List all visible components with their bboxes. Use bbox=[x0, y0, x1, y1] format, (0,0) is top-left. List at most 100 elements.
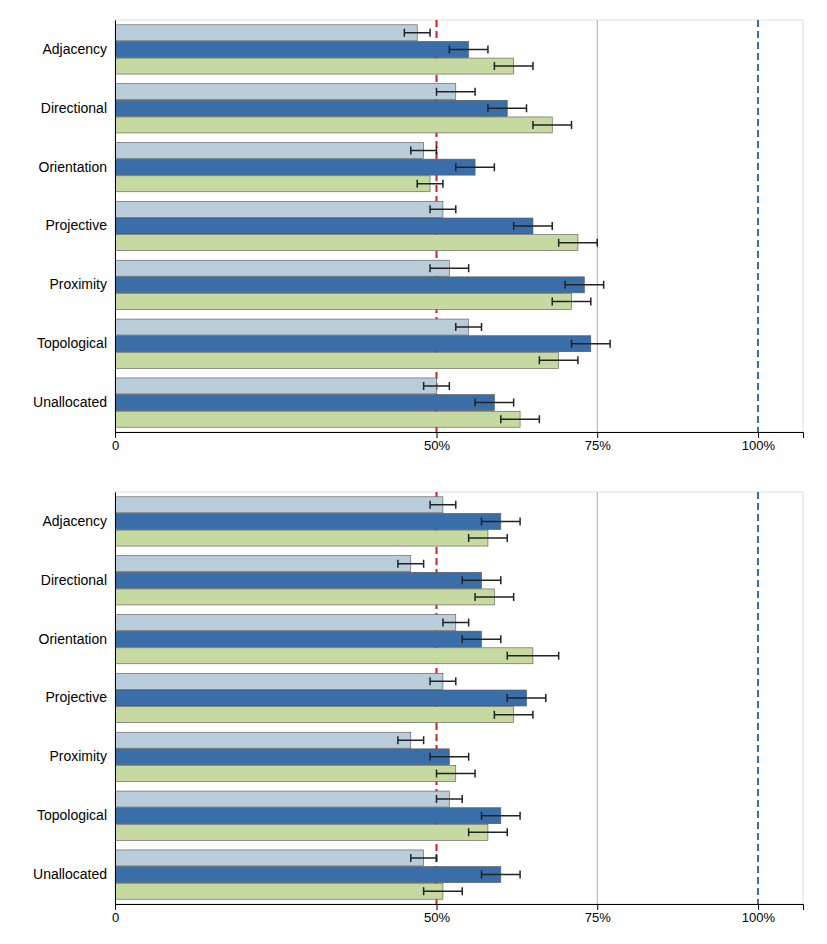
error-bar bbox=[572, 340, 611, 348]
error-bar bbox=[449, 45, 488, 53]
tick-label: 0 bbox=[112, 438, 119, 453]
x-tick: 100% bbox=[742, 904, 776, 925]
bar bbox=[115, 319, 469, 335]
bar-series bbox=[115, 58, 578, 427]
error-bars bbox=[417, 62, 597, 423]
bar bbox=[115, 883, 443, 899]
bar bbox=[115, 732, 411, 748]
error-bar bbox=[436, 795, 462, 803]
y-tick: Orientation bbox=[39, 631, 115, 647]
bar-series bbox=[115, 530, 533, 899]
category-label: Adjacency bbox=[42, 513, 107, 529]
error-bar bbox=[430, 677, 456, 685]
reference-line bbox=[597, 492, 598, 904]
reference-line bbox=[757, 492, 759, 904]
bar bbox=[115, 556, 411, 572]
error-bar bbox=[514, 222, 553, 230]
category-label: Projective bbox=[46, 217, 108, 233]
y-axis: Adjacency Directional Orientation Projectiv… bbox=[33, 21, 115, 433]
error-bar bbox=[539, 356, 578, 364]
bar bbox=[115, 294, 572, 310]
category-label: Topological bbox=[37, 807, 107, 823]
bar bbox=[115, 378, 436, 394]
chart-root: 050%75%100% Adjacency Directional Orientati… bbox=[0, 0, 827, 944]
error-bar bbox=[469, 828, 508, 836]
bar-series bbox=[115, 513, 527, 882]
tick-mark bbox=[597, 904, 598, 910]
tick-label: 100% bbox=[742, 438, 776, 453]
tick-mark bbox=[758, 904, 759, 910]
bar bbox=[115, 530, 488, 546]
y-tick: Proximity bbox=[49, 748, 115, 764]
error-bars bbox=[404, 29, 481, 390]
bar bbox=[115, 850, 424, 866]
error-bar bbox=[430, 205, 456, 213]
bar bbox=[115, 336, 591, 352]
category-label: Proximity bbox=[49, 748, 107, 764]
y-tick: Directional bbox=[41, 100, 115, 116]
error-bar bbox=[430, 501, 456, 509]
bar bbox=[115, 808, 501, 824]
x-tick: 0 bbox=[112, 432, 119, 453]
y-axis: AdjacencyDirectionalOrientationProjectiv… bbox=[33, 493, 115, 905]
error-bar bbox=[430, 264, 469, 272]
bar bbox=[115, 690, 527, 706]
y-tick: Unallocated bbox=[33, 866, 115, 882]
error-bar bbox=[475, 593, 514, 601]
category-label: Proximity bbox=[49, 276, 107, 292]
x-axis: 050%75%100% bbox=[112, 904, 804, 925]
plot-frame bbox=[115, 20, 803, 432]
error-bar bbox=[559, 239, 598, 247]
error-bar bbox=[482, 871, 521, 879]
bar bbox=[115, 673, 443, 689]
bar bbox=[115, 791, 449, 807]
error-bar bbox=[552, 298, 591, 306]
category-label: Orientation bbox=[39, 159, 107, 175]
bar bbox=[115, 201, 443, 217]
tick-mark bbox=[115, 904, 116, 910]
bar bbox=[115, 497, 443, 513]
bar bbox=[115, 218, 533, 234]
bar bbox=[115, 631, 482, 647]
axis-line bbox=[115, 21, 116, 433]
error-bar bbox=[456, 163, 495, 171]
error-bars bbox=[430, 517, 546, 878]
x-axis: 050%75%100% bbox=[112, 432, 804, 453]
tick-label: 50% bbox=[424, 910, 450, 925]
error-bars bbox=[398, 501, 469, 862]
category-label: Topological bbox=[37, 335, 107, 351]
reference-line bbox=[597, 20, 598, 432]
x-tick: 50% bbox=[424, 904, 450, 925]
tick-mark bbox=[115, 432, 116, 438]
error-bar bbox=[533, 121, 572, 129]
axis-line bbox=[115, 493, 116, 905]
error-bar bbox=[488, 104, 527, 112]
bar bbox=[115, 235, 578, 251]
bar bbox=[115, 117, 552, 133]
y-tick: Topological bbox=[37, 807, 115, 823]
bar bbox=[115, 100, 507, 116]
tick-mark bbox=[436, 432, 437, 438]
bar bbox=[115, 176, 430, 192]
bar bbox=[115, 84, 456, 100]
error-bar bbox=[475, 399, 514, 407]
y-tick: Topological bbox=[37, 335, 115, 351]
error-bar bbox=[424, 887, 463, 895]
error-bar bbox=[417, 180, 443, 188]
error-bar bbox=[462, 635, 501, 643]
tick-mark bbox=[436, 904, 437, 910]
bar bbox=[115, 352, 559, 368]
bar bbox=[115, 277, 584, 293]
plot-area bbox=[115, 492, 758, 904]
bar bbox=[115, 395, 494, 411]
bar bbox=[115, 25, 417, 41]
plot-area bbox=[115, 20, 758, 432]
category-label: Unallocated bbox=[33, 866, 107, 882]
error-bar bbox=[436, 88, 475, 96]
category-label: Directional bbox=[41, 100, 107, 116]
y-tick: Adjacency bbox=[42, 41, 115, 57]
bar bbox=[115, 143, 424, 159]
category-label: Orientation bbox=[39, 631, 107, 647]
error-bar bbox=[482, 517, 521, 525]
bar-series bbox=[115, 41, 591, 410]
